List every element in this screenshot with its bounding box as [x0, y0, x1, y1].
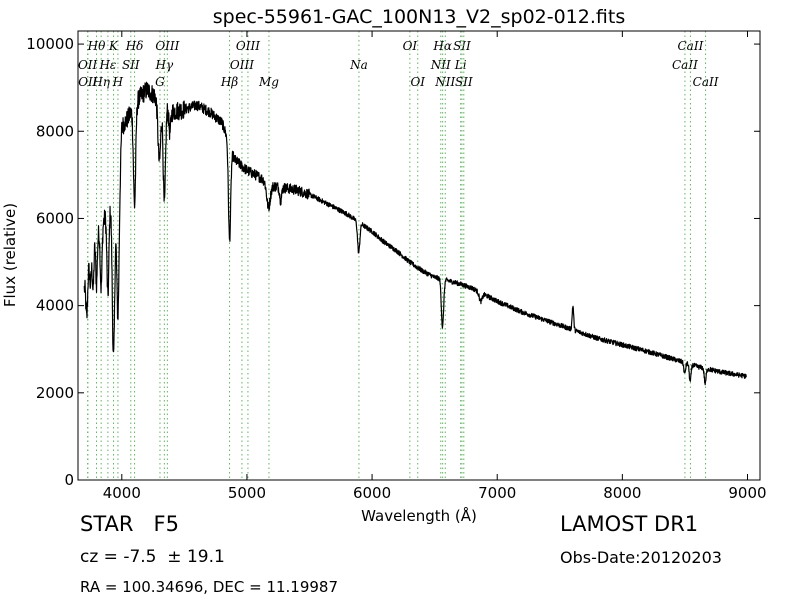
line-marker-label: Hα	[432, 39, 452, 53]
survey-label: LAMOST DR1	[560, 512, 699, 536]
x-tick-label: 8000	[603, 484, 641, 502]
y-axis: 0 2000 4000 6000 8000 10000	[26, 35, 760, 489]
line-marker-label: CaII	[672, 58, 698, 72]
object-class-label: STAR F5	[80, 512, 179, 536]
chart-title: spec-55961-GAC_100N13_V2_sp02-012.fits	[213, 6, 625, 28]
line-marker-label: Hδ	[125, 39, 144, 53]
line-marker-label: SII	[455, 75, 473, 89]
line-marker-label: NII	[434, 75, 455, 89]
line-marker-label: OIII	[230, 58, 254, 72]
x-tick-label: 5000	[228, 484, 266, 502]
plot-frame	[77, 30, 761, 481]
y-tick-label: 10000	[26, 35, 74, 53]
spectrum-series	[83, 81, 747, 386]
redshift-label: cz = -7.5 ± 19.1	[80, 547, 225, 567]
line-marker-label: Hη	[91, 75, 110, 89]
y-axis-label: Flux (relative)	[1, 203, 19, 307]
x-axis: 4000 5000 6000 7000 8000 9000	[103, 31, 767, 502]
x-tick-label: 6000	[353, 484, 391, 502]
y-tick-label: 0	[64, 471, 74, 489]
line-marker-label: OI	[410, 75, 425, 89]
line-marker-label: OII	[78, 75, 98, 89]
line-marker-label: Hθ	[87, 39, 106, 53]
line-marker-label: Na	[349, 58, 368, 72]
line-marker-label: CaII	[678, 39, 704, 53]
y-tick-label: 6000	[36, 209, 74, 227]
observation-date-label: Obs-Date:20120203	[560, 548, 722, 567]
spectral-line-markers: OII OII Hθ Hη Hε K H SII Hδ G Hγ OIII Hβ OIII OIII Mg Na…	[78, 31, 719, 480]
line-marker-label: Li	[454, 58, 467, 72]
x-axis-label: Wavelength (Å)	[361, 506, 477, 525]
line-marker-label: Mg	[258, 75, 279, 89]
x-tick-label: 4000	[103, 484, 141, 502]
x-tick-label: 7000	[478, 484, 516, 502]
spectrum-line	[83, 81, 747, 386]
line-marker-label: CaII	[693, 75, 719, 89]
line-marker-label: SII	[453, 39, 471, 53]
line-marker-label: Hε	[98, 58, 116, 72]
line-marker-label: OI	[403, 39, 418, 53]
y-tick-label: 8000	[36, 122, 74, 140]
line-marker-label: OIII	[155, 39, 179, 53]
line-marker-label: OIII	[236, 39, 260, 53]
line-marker-label: NII	[430, 58, 451, 72]
line-marker-label: H	[112, 75, 124, 89]
line-marker-label: G	[155, 75, 165, 89]
line-marker-label: K	[108, 39, 119, 53]
line-marker-label: Hβ	[220, 75, 238, 89]
line-marker-label: Hγ	[155, 58, 174, 72]
y-tick-label: 4000	[36, 297, 74, 315]
x-tick-label: 9000	[728, 484, 766, 502]
y-tick-label: 2000	[36, 384, 74, 402]
line-marker-label: OII	[78, 58, 98, 72]
line-marker-label: SII	[122, 58, 140, 72]
coordinates-label: RA = 100.34696, DEC = 11.19987	[80, 578, 339, 596]
